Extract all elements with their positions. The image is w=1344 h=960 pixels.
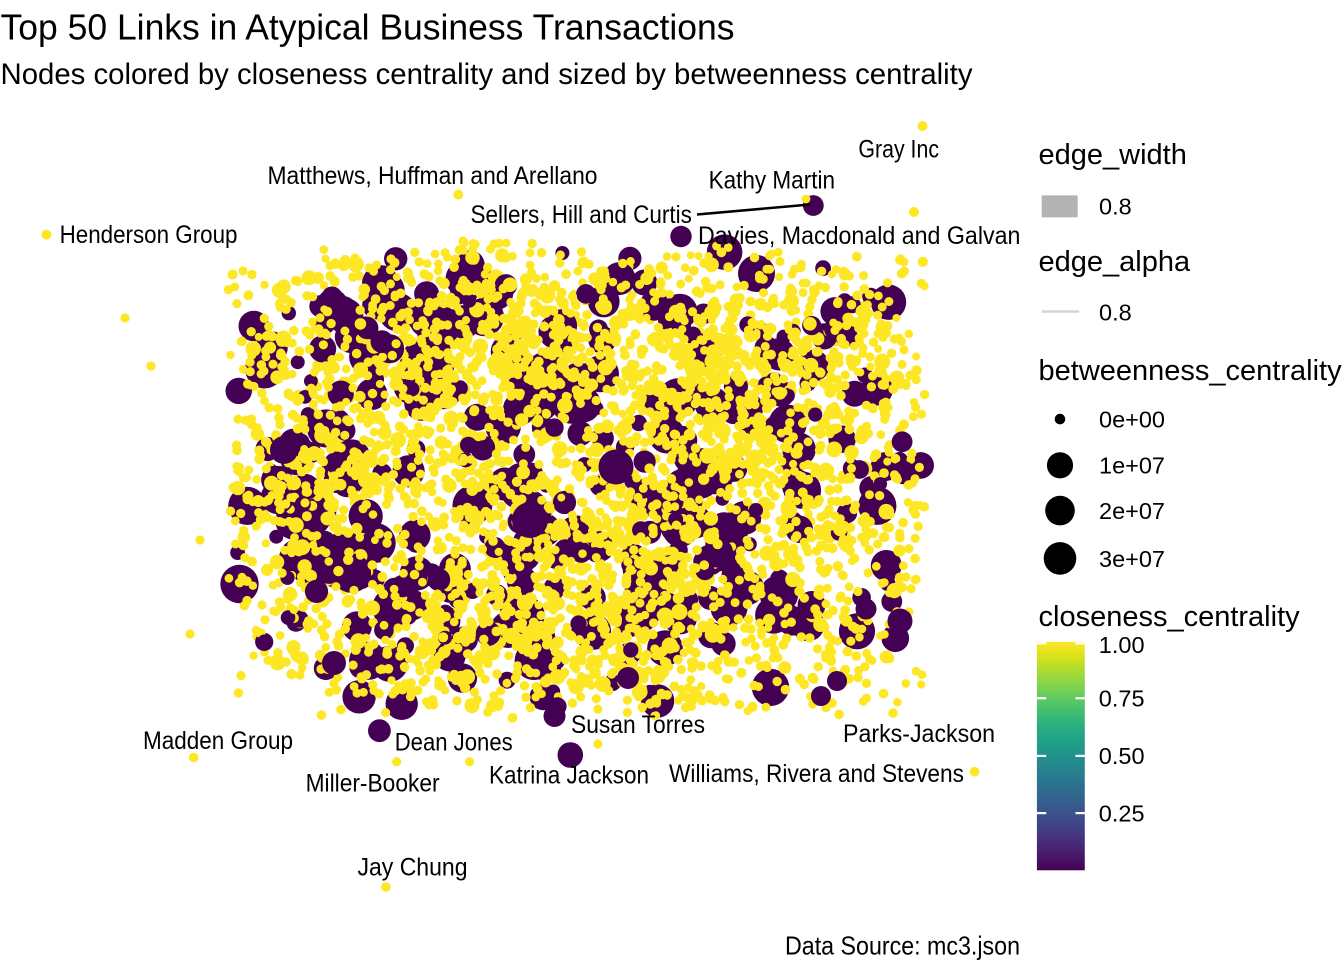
svg-text:2e+07: 2e+07 [1099, 498, 1165, 524]
svg-text:closeness_centrality: closeness_centrality [1039, 601, 1301, 633]
svg-text:0.8: 0.8 [1099, 300, 1132, 326]
svg-text:Top 50 Links in Atypical Busin: Top 50 Links in Atypical Business Transa… [1, 7, 735, 48]
svg-text:Data Source: mc3.json: Data Source: mc3.json [785, 931, 1020, 960]
svg-text:Nodes colored by closeness cen: Nodes colored by closeness centrality an… [1, 58, 973, 91]
svg-text:Matthews, Huffman and Arellano: Matthews, Huffman and Arellano [268, 162, 598, 190]
svg-text:0.50: 0.50 [1099, 743, 1145, 769]
svg-text:Parks-Jackson: Parks-Jackson [843, 720, 995, 748]
svg-text:0.8: 0.8 [1099, 194, 1132, 220]
svg-text:1e+07: 1e+07 [1099, 453, 1165, 479]
svg-text:Gray Inc: Gray Inc [858, 135, 939, 163]
svg-text:Miller-Booker: Miller-Booker [306, 769, 440, 797]
svg-text:Madden Group: Madden Group [143, 727, 293, 755]
svg-text:Henderson Group: Henderson Group [60, 221, 238, 249]
svg-text:Davies, Macdonald and Galvan: Davies, Macdonald and Galvan [698, 222, 1020, 250]
svg-text:1.00: 1.00 [1099, 632, 1145, 658]
svg-text:edge_width: edge_width [1039, 139, 1187, 171]
svg-text:0.75: 0.75 [1099, 685, 1145, 711]
svg-text:3e+07: 3e+07 [1099, 546, 1165, 572]
svg-text:Jay Chung: Jay Chung [358, 854, 468, 882]
svg-text:Susan Torres: Susan Torres [571, 711, 705, 739]
svg-text:0.25: 0.25 [1099, 800, 1145, 826]
svg-text:0e+00: 0e+00 [1099, 407, 1165, 433]
svg-text:edge_alpha: edge_alpha [1039, 246, 1191, 278]
svg-text:Dean Jones: Dean Jones [395, 729, 513, 757]
svg-text:Williams, Rivera and Stevens: Williams, Rivera and Stevens [669, 760, 964, 788]
svg-text:Sellers, Hill and Curtis: Sellers, Hill and Curtis [471, 201, 692, 229]
svg-text:Kathy Martin: Kathy Martin [709, 167, 835, 195]
svg-text:Katrina Jackson: Katrina Jackson [489, 761, 649, 789]
svg-text:betweenness_centrality: betweenness_centrality [1039, 355, 1343, 387]
